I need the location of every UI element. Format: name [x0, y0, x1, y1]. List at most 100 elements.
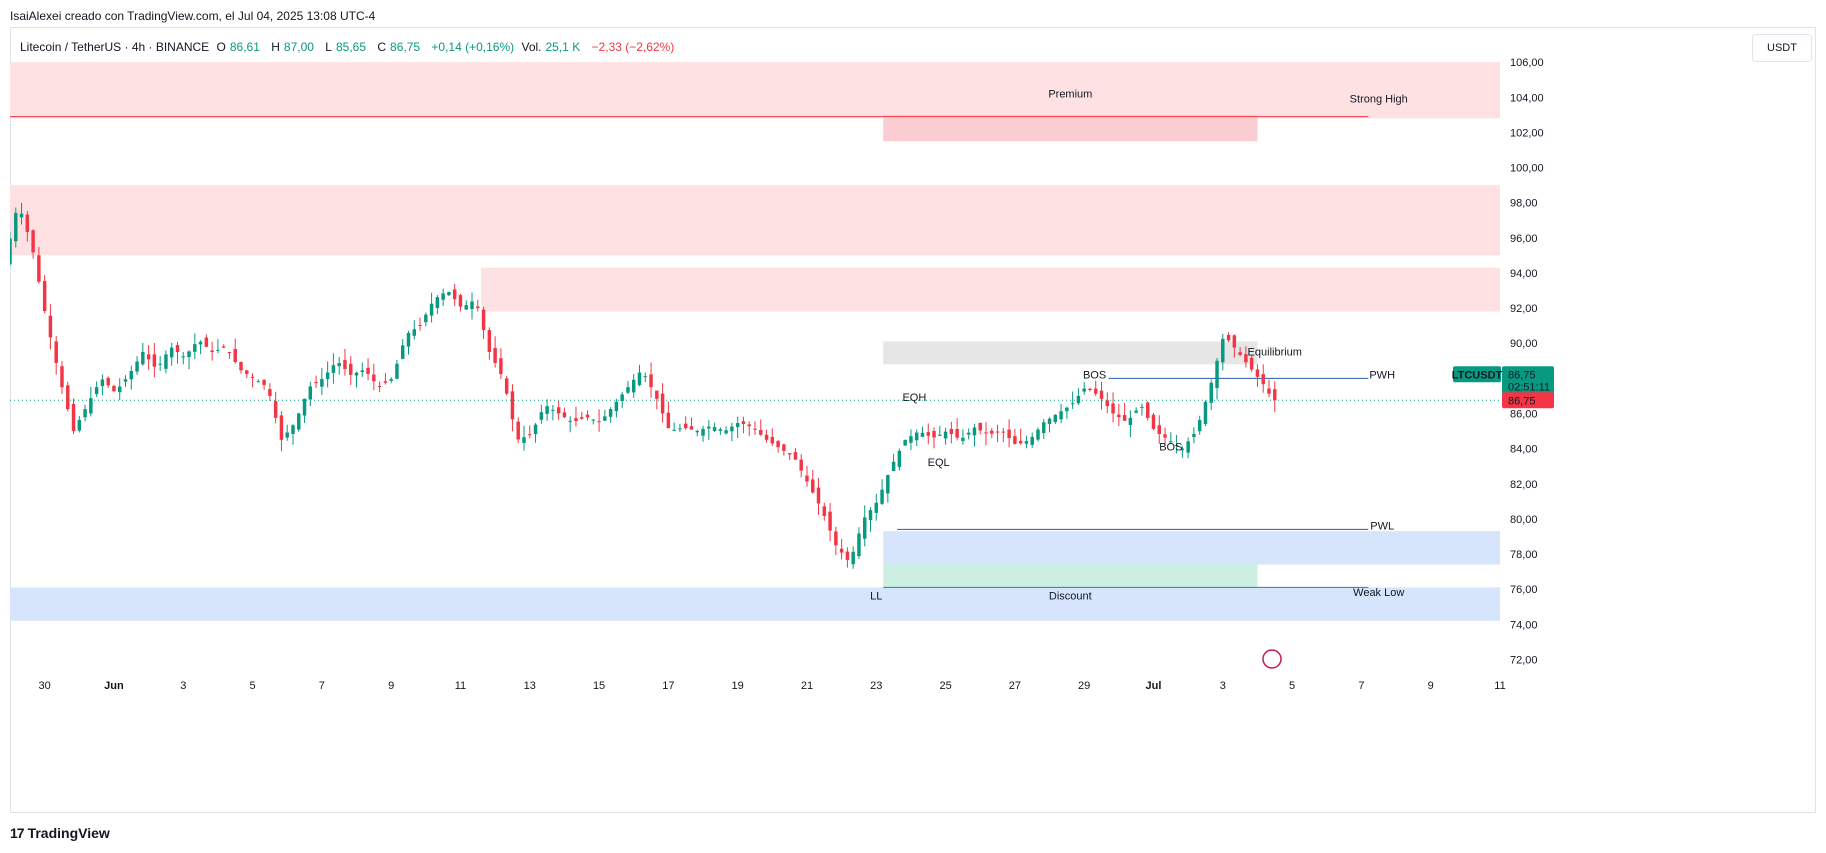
price-axis-label: 102,00	[1510, 127, 1544, 139]
discount-zone	[883, 531, 1500, 565]
candle	[337, 363, 341, 367]
candle	[77, 420, 82, 431]
candle	[1273, 389, 1277, 401]
candle	[886, 474, 890, 494]
candle	[822, 506, 827, 516]
candle	[637, 372, 642, 386]
candle	[805, 475, 809, 482]
candle	[181, 356, 185, 358]
candle	[493, 347, 497, 363]
candle	[54, 341, 58, 363]
candle	[1209, 382, 1213, 403]
candle	[198, 341, 203, 345]
candle	[1169, 441, 1173, 443]
annotation-discount: Discount	[1049, 591, 1092, 603]
candle	[25, 214, 30, 232]
candle	[250, 376, 255, 378]
candle	[574, 418, 578, 421]
legend-open-value: 86,61	[229, 40, 260, 54]
price-axis-label: 80,00	[1510, 514, 1538, 526]
candle	[360, 370, 365, 373]
legend-volume-value: 25,1 K	[545, 40, 581, 54]
time-axis-label: 17	[662, 680, 674, 692]
time-axis-label: 19	[732, 680, 744, 692]
candle	[1174, 444, 1179, 446]
legend-close-label: C	[377, 40, 387, 54]
candle	[811, 479, 815, 493]
discount-ob-zone	[883, 562, 1258, 588]
price-axis-label: 72,00	[1510, 654, 1538, 666]
candle	[216, 349, 220, 351]
candle	[966, 432, 971, 435]
price-axis-label: 96,00	[1510, 233, 1538, 245]
candle	[724, 430, 728, 434]
chart-frame	[10, 27, 1816, 813]
candle	[614, 401, 619, 412]
candle	[568, 420, 572, 422]
candle	[400, 345, 405, 359]
price-chart[interactable]: Premium Strong High Equilibrium PWH PWL Disco…	[10, 27, 1816, 813]
candle	[764, 434, 769, 440]
bar-countdown-text: 02:51:11	[1508, 381, 1550, 393]
candle	[476, 306, 480, 309]
candle	[608, 409, 613, 417]
candle	[995, 431, 1000, 433]
candle	[620, 394, 624, 402]
legend-open-label: O	[216, 40, 226, 54]
candle	[146, 354, 151, 360]
candle	[31, 230, 35, 253]
candle	[152, 354, 157, 367]
candle	[626, 387, 630, 393]
currency-button[interactable]: USDT	[1752, 34, 1812, 62]
tradingview-footer[interactable]: 17 TradingView	[10, 825, 110, 841]
candle	[1151, 414, 1156, 429]
candle	[366, 367, 370, 374]
candle	[424, 314, 428, 323]
candle	[395, 363, 399, 379]
legend-close-value: 86,75	[390, 40, 421, 54]
candle	[233, 348, 237, 362]
last-price-tag-text: 86,75	[1508, 369, 1536, 381]
candle	[297, 413, 301, 430]
candle	[1105, 400, 1110, 407]
legend-low-label: L	[325, 40, 332, 54]
candle	[1186, 441, 1190, 453]
legend-symbol[interactable]: Litecoin / TetherUS · 4h · BINANCE	[20, 40, 210, 54]
candle	[510, 391, 515, 420]
candle	[747, 424, 751, 427]
candle	[1111, 403, 1115, 414]
candle	[470, 301, 474, 310]
candle	[666, 412, 671, 429]
annotation-premium: Premium	[1048, 88, 1092, 100]
candle	[273, 401, 278, 418]
candle	[239, 362, 243, 371]
price-axis-label: 90,00	[1510, 338, 1538, 350]
candle	[914, 432, 919, 441]
candle	[839, 548, 844, 553]
candle	[926, 432, 930, 436]
time-axis-label: 3	[1220, 680, 1226, 692]
candle	[949, 428, 954, 434]
candle	[683, 423, 688, 429]
annotation-bos: BOS	[1083, 369, 1106, 381]
candle	[580, 417, 584, 419]
candle	[990, 430, 994, 434]
candle	[487, 330, 492, 352]
annotation-pwh: PWH	[1369, 369, 1395, 381]
candle	[528, 434, 532, 436]
time-axis-label: Jun	[104, 680, 124, 692]
time-axis-label: 30	[39, 680, 51, 692]
candle	[331, 365, 336, 373]
candle	[169, 347, 174, 358]
candle	[349, 363, 353, 375]
candle	[1267, 388, 1271, 394]
candle	[221, 346, 226, 348]
candle	[48, 315, 53, 338]
candle	[539, 412, 544, 420]
lightning-icon[interactable]	[1262, 649, 1282, 669]
candle	[1082, 388, 1086, 392]
time-axis-label: 9	[1428, 680, 1434, 692]
candle	[782, 444, 786, 451]
candle	[672, 429, 676, 431]
candle	[1065, 407, 1069, 412]
